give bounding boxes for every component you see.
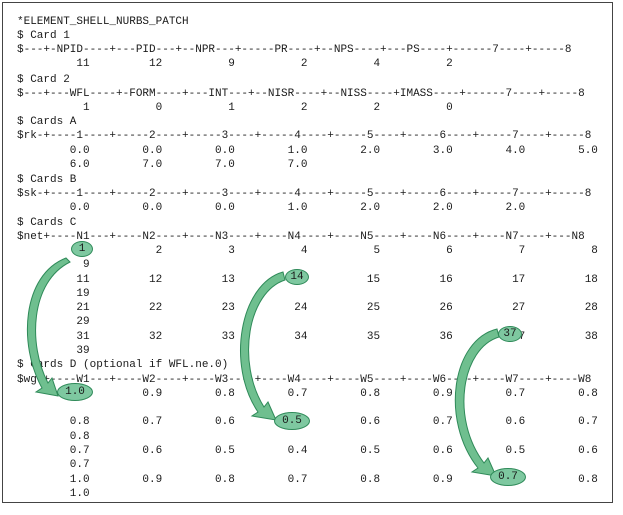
code-frame: *ELEMENT_SHELL_NURBS_PATCH $ Card 1 $---… xyxy=(2,2,613,503)
code-line: 1.0 0.9 0.8 0.7 0.8 0.9 0.7 0.8 xyxy=(17,388,598,400)
code-line: 6.0 7.0 7.0 7.0 xyxy=(17,159,308,171)
code-line: 1 2 3 4 5 6 7 8 xyxy=(17,245,598,257)
code-line: 11 12 9 2 4 2 xyxy=(17,58,453,70)
code-line: $wgt+----W1---+----W2----+----W3----+---… xyxy=(17,374,592,386)
highlight-node-1: 1 xyxy=(71,241,93,257)
code-line: 9 xyxy=(17,259,90,271)
code-line: $sk-+----1----+-----2----+-----3----+---… xyxy=(17,188,592,200)
code-line: 39 xyxy=(17,345,90,357)
code-line: $ Cards D (optional if WFL.ne.0) xyxy=(17,359,229,371)
code-line: $ Cards C xyxy=(17,217,77,229)
code-line: *ELEMENT_SHELL_NURBS_PATCH xyxy=(17,16,189,28)
code-line: 0.8 xyxy=(17,431,90,443)
code-line: $---+---WFL----+-FORM----+---INT---+--NI… xyxy=(17,88,585,100)
code-line: 1.0 xyxy=(17,488,90,500)
code-line: 0.7 0.6 0.5 0.4 0.5 0.6 0.5 0.6 xyxy=(17,445,598,457)
code-line: 21 22 23 24 25 26 27 28 xyxy=(17,302,598,314)
code-line: $ Cards A xyxy=(17,116,77,128)
code-line: 19 xyxy=(17,288,90,300)
highlight-weight-0.5: 0.5 xyxy=(274,412,310,430)
code-line: 29 xyxy=(17,316,90,328)
highlight-node-37: 37 xyxy=(498,326,522,342)
highlight-weight-0.7: 0.7 xyxy=(490,468,526,486)
code-line: 0.0 0.0 0.0 1.0 2.0 2.0 2.0 xyxy=(17,202,526,214)
code-line: 0.7 xyxy=(17,459,90,471)
code-line: $net+----N1---+----N2----+----N3----+---… xyxy=(17,231,585,243)
code-line: $rk-+----1----+-----2----+-----3----+---… xyxy=(17,130,592,142)
code-line: 0.0 0.0 0.0 1.0 2.0 3.0 4.0 5.0 xyxy=(17,145,598,157)
code-line: $ Cards B xyxy=(17,174,77,186)
code-line: 1 0 1 2 2 0 xyxy=(17,102,453,114)
highlight-weight-1.0: 1.0 xyxy=(57,383,93,401)
code-line: $ Card 1 xyxy=(17,30,70,42)
code-line: $---+-NPID----+---PID---+--NPR---+-----P… xyxy=(17,44,572,56)
code-line: $ Card 2 xyxy=(17,74,70,86)
highlight-node-14: 14 xyxy=(285,269,309,285)
